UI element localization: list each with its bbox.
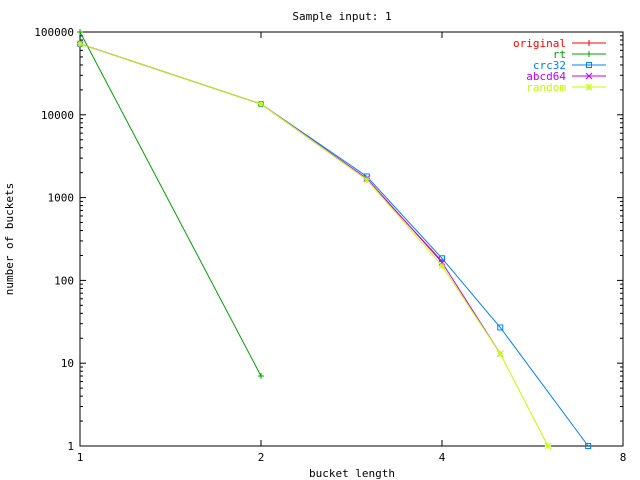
x-tick-label: 8: [620, 451, 627, 464]
y-tick-label: 10: [61, 357, 74, 370]
data-point-crc32-part: [585, 443, 592, 449]
legend-marker-abcd64-part: [585, 72, 593, 80]
series-line-abcd64: [79, 43, 501, 355]
data-point-rt: [258, 373, 264, 380]
legend-label-original: original: [513, 37, 566, 50]
data-point-crc32-part: [497, 324, 504, 331]
legend-marker-abcd64: [585, 72, 593, 80]
plot-frame: [79, 31, 624, 447]
legend-label-crc32: crc32: [533, 59, 566, 72]
series-layer: [76, 29, 592, 450]
series-line-crc32: [79, 43, 589, 447]
data-point-random-part: [496, 350, 504, 358]
chart-title: Sample input: 1: [292, 10, 391, 23]
data-point-crc32: [497, 324, 504, 331]
series-abcd64: [76, 40, 504, 358]
data-point-random: [257, 100, 265, 108]
data-point-random: [363, 176, 371, 183]
series-line-original: [79, 43, 443, 262]
y-tick-label: 1: [67, 440, 74, 453]
legend-marker-random: [585, 83, 593, 91]
data-point-random-part: [76, 40, 84, 48]
data-point-random: [496, 350, 504, 358]
data-point-crc32: [439, 255, 445, 262]
y-tick-label: 1000: [48, 192, 75, 205]
x-tick-label: 2: [258, 451, 265, 464]
data-point-crc32-part: [439, 255, 445, 262]
legend-label-random: random: [526, 81, 566, 94]
data-point-crc32: [585, 443, 592, 449]
series-line-random: [79, 43, 549, 447]
legend-marker-crc32-part: [586, 62, 592, 68]
data-point-random-part: [544, 442, 552, 450]
data-point-random-part: [257, 100, 265, 108]
x-axis-label: bucket length: [309, 467, 395, 480]
axis-ticks: 1 10 100 1000 10000 100000 1 2 4 8: [34, 26, 626, 464]
data-point-random: [76, 40, 84, 48]
x-tick-label: 4: [439, 451, 446, 464]
legend-marker-random-part: [585, 83, 593, 91]
legend-marker-original: [586, 40, 592, 46]
legend-marker-crc32: [586, 62, 592, 68]
series-random: [76, 40, 552, 450]
legend-marker-rt: [586, 51, 592, 57]
data-point-random: [544, 442, 552, 450]
y-tick-label: 100000: [34, 26, 74, 39]
data-point-random-part: [438, 262, 446, 270]
legend-label-rt: rt: [553, 48, 566, 61]
series-line-rt: [79, 31, 262, 377]
legend-label-abcd64: abcd64: [526, 70, 566, 83]
y-axis-label: number of buckets: [3, 183, 16, 296]
data-point-random: [438, 262, 446, 270]
series-original: [77, 40, 445, 265]
x-tick-label: 1: [77, 451, 84, 464]
y-tick-label: 100: [54, 274, 74, 287]
series-crc32: [77, 40, 592, 449]
data-point-random-part: [363, 176, 371, 183]
series-rt: [77, 29, 264, 380]
y-tick-label: 10000: [41, 109, 74, 122]
data-point-rt: [77, 29, 83, 35]
